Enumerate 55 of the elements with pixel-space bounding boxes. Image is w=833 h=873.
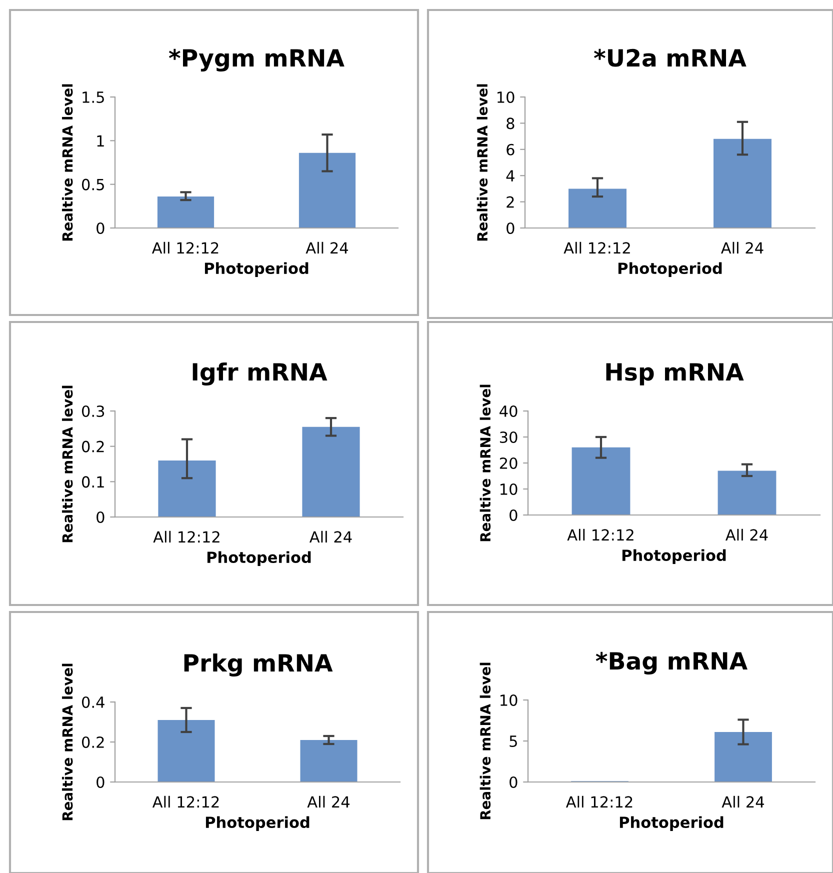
- x-axis-title: Photoperiod: [204, 262, 308, 278]
- y-tick-label: 10: [500, 483, 518, 496]
- y-tick-label: 0: [96, 511, 104, 524]
- chart-title: *U2a mRNA: [594, 48, 746, 67]
- y-tick-label: 0.2: [82, 440, 104, 452]
- x-tick-label: All 12:12: [567, 528, 634, 540]
- x-axis-title: Photoperiod: [618, 262, 722, 278]
- y-tick-label: 2: [506, 196, 514, 208]
- y-axis-title: Realtive mRNA level: [480, 384, 491, 542]
- y-axis-title: Realtive mRNA level: [62, 664, 73, 820]
- chart-title: *Bag mRNA: [596, 652, 748, 675]
- x-tick-label: All 12:12: [564, 242, 630, 254]
- y-tick-label: 10: [500, 694, 518, 706]
- x-tick-label: All 24: [721, 242, 764, 254]
- y-tick-label: 0.3: [82, 405, 104, 418]
- chart-title: Igfr mRNA: [192, 362, 328, 386]
- y-axis-title: Realtive mRNA level: [476, 84, 488, 241]
- chart-title: Hsp mRNA: [606, 363, 744, 386]
- chart-title: Prkg mRNA: [184, 654, 333, 677]
- y-tick-label: 0: [96, 776, 104, 788]
- x-tick-label: All 24: [306, 242, 348, 254]
- chart-title: *Pygm mRNA: [168, 48, 344, 72]
- x-axis-title: Photoperiod: [622, 549, 726, 564]
- y-tick-label: 8: [506, 118, 514, 130]
- y-tick-label: 40: [500, 405, 518, 418]
- y-axis-title: Realtive mRNA level: [480, 662, 491, 820]
- x-axis-title: Photoperiod: [620, 816, 724, 832]
- x-tick-label: All 12:12: [566, 796, 632, 808]
- y-tick-label: 0.4: [82, 696, 104, 708]
- y-tick-label: 0: [510, 509, 518, 522]
- x-tick-label: All 12:12: [153, 530, 220, 542]
- x-tick-label: All 24: [722, 796, 764, 808]
- y-tick-label: 0.2: [82, 736, 104, 748]
- y-tick-label: 6: [506, 144, 514, 156]
- y-tick-label: 5: [510, 736, 517, 748]
- y-tick-label: 10: [498, 91, 514, 104]
- y-axis-title: Realtive mRNA level: [62, 84, 73, 241]
- y-tick-label: 30: [500, 431, 518, 444]
- x-tick-label: All 12:12: [152, 242, 218, 254]
- x-axis-title: Photoperiod: [206, 816, 310, 832]
- y-tick-label: 20: [500, 457, 518, 470]
- y-tick-label: 0.1: [82, 476, 104, 488]
- x-tick-label: All 24: [310, 530, 352, 542]
- y-axis-title: Realtive mRNA level: [62, 386, 73, 542]
- y-tick-label: 4: [506, 170, 514, 182]
- x-tick-label: All 12:12: [152, 796, 219, 808]
- x-axis-title: Photoperiod: [207, 551, 311, 566]
- x-tick-label: All 24: [307, 796, 350, 808]
- y-tick-label: 0: [510, 776, 518, 788]
- y-tick-label: 0: [506, 222, 514, 234]
- x-tick-label: All 24: [726, 528, 768, 540]
- y-tick-label: 1.5: [82, 92, 104, 104]
- y-tick-label: 0: [96, 222, 104, 234]
- y-tick-label: 0.5: [82, 178, 104, 190]
- y-tick-label: 1: [97, 135, 104, 146]
